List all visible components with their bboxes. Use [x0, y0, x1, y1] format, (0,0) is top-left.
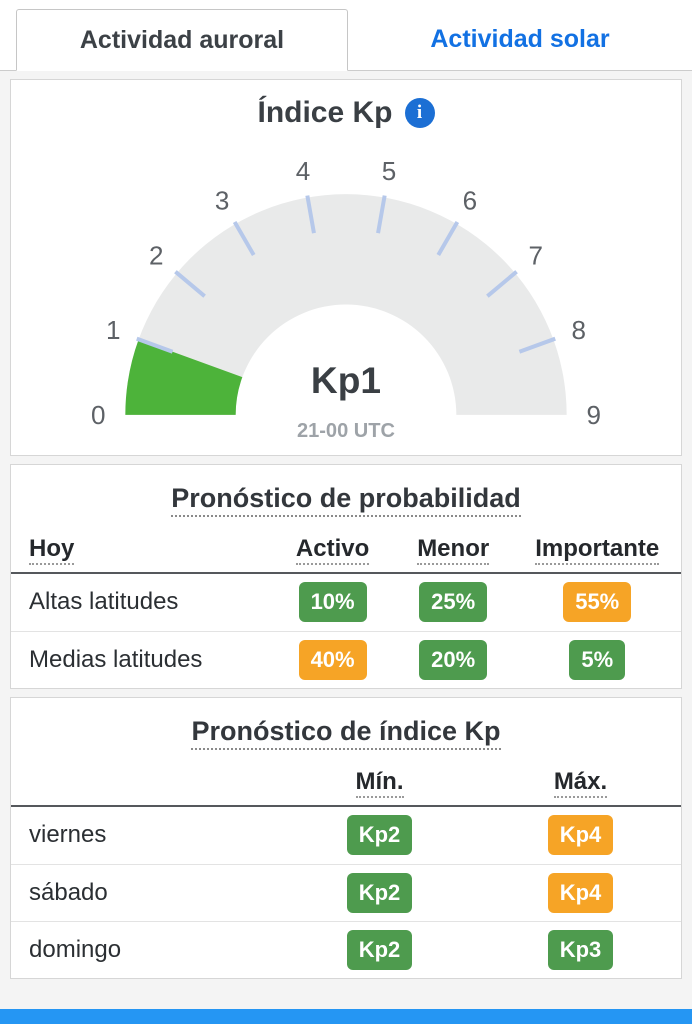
kp-gauge: 0 1 2 3 4 5 6 7 8 9 Kp1 21-00 UTC	[91, 156, 601, 442]
tab-actividad-auroral[interactable]: Actividad auroral	[16, 9, 348, 71]
tab-actividad-auroral-label: Actividad auroral	[79, 25, 285, 54]
svg-text:2: 2	[149, 241, 164, 271]
forecast-badge: Kp4	[547, 872, 614, 913]
col-max-label[interactable]: Máx.	[553, 767, 608, 798]
svg-text:4: 4	[296, 156, 311, 186]
probability-badge: 25%	[419, 582, 488, 623]
probability-badge: 55%	[563, 582, 632, 623]
info-icon-glyph: i	[416, 102, 423, 123]
info-icon[interactable]: i	[404, 98, 435, 128]
col-min: Mín.	[279, 767, 480, 798]
forecast-badge: Kp4	[547, 815, 614, 856]
forecast-badge: Kp2	[346, 929, 413, 970]
forecast-badge: Kp3	[547, 929, 614, 970]
kp-forecast-card: Pronóstico de índice Kp Mín. Máx. vierne…	[10, 696, 682, 979]
probability-card: Pronóstico de probabilidad Hoy Activo Me…	[10, 463, 682, 689]
svg-text:9: 9	[586, 400, 601, 430]
forecast-row-domingo: domingo Kp2 Kp3	[11, 920, 681, 978]
kp-title-row: Índice Kp i	[11, 80, 681, 132]
col-activo-label[interactable]: Activo	[295, 534, 370, 565]
forecast-header-row: Mín. Máx.	[11, 759, 681, 807]
gauge-time-label: 21-00 UTC	[297, 420, 395, 442]
tab-bar: Actividad auroral Actividad solar	[0, 0, 692, 71]
kp-index-card: Índice Kp i 0 1 2 3 4 5 6 7 8 9 Kp1 21-00 UTC	[10, 79, 682, 456]
gauge-value-label: Kp1	[311, 359, 381, 401]
col-importante: Importante	[513, 534, 681, 565]
col-max: Máx.	[480, 767, 681, 798]
row-label: Medias latitudes	[29, 645, 203, 673]
probability-badge: 20%	[419, 639, 488, 680]
probability-title-text[interactable]: Pronóstico de probabilidad	[171, 482, 521, 517]
probability-badge: 10%	[298, 582, 367, 623]
forecast-badge: Kp2	[346, 815, 413, 856]
kp-forecast-title-text[interactable]: Pronóstico de índice Kp	[191, 715, 501, 750]
probability-title: Pronóstico de probabilidad	[11, 482, 681, 517]
svg-text:8: 8	[572, 315, 587, 345]
row-label: domingo	[29, 935, 122, 963]
probability-row-medias: Medias latitudes 40% 20% 5%	[11, 630, 681, 688]
kp-title: Índice Kp	[257, 96, 393, 129]
col-menor-label[interactable]: Menor	[417, 534, 490, 565]
tab-actividad-solar-label: Actividad solar	[430, 24, 610, 53]
col-hoy: Hoy	[11, 534, 272, 565]
probability-badge: 40%	[298, 639, 367, 680]
col-activo: Activo	[272, 534, 393, 565]
col-hoy-label[interactable]: Hoy	[29, 534, 75, 565]
probability-header-row: Hoy Activo Menor Importante	[11, 526, 681, 574]
kp-forecast-title: Pronóstico de índice Kp	[11, 715, 681, 750]
col-menor: Menor	[393, 534, 514, 565]
svg-text:3: 3	[215, 185, 229, 215]
col-min-label[interactable]: Mín.	[355, 767, 404, 798]
content: Índice Kp i 0 1 2 3 4 5 6 7 8 9 Kp1 21-00 UTC Pro…	[0, 71, 692, 1024]
row-label: viernes	[29, 821, 107, 849]
svg-text:1: 1	[106, 315, 121, 345]
probability-badge: 5%	[569, 639, 626, 680]
forecast-badge: Kp2	[346, 872, 413, 913]
row-label: Altas latitudes	[29, 588, 179, 616]
probability-row-altas: Altas latitudes 10% 25% 55%	[11, 574, 681, 631]
row-label: sábado	[29, 878, 108, 906]
gauge-arcs: 0 1 2 3 4 5 6 7 8 9	[91, 156, 601, 430]
svg-text:5: 5	[382, 156, 397, 186]
col-importante-label[interactable]: Importante	[535, 534, 660, 565]
tab-actividad-solar[interactable]: Actividad solar	[348, 8, 692, 70]
forecast-row-viernes: viernes Kp2 Kp4	[11, 807, 681, 864]
footer-bar	[0, 1009, 692, 1024]
forecast-row-sabado: sábado Kp2 Kp4	[11, 863, 681, 921]
svg-text:0: 0	[91, 400, 106, 430]
svg-text:6: 6	[463, 185, 478, 215]
svg-text:7: 7	[529, 241, 544, 271]
